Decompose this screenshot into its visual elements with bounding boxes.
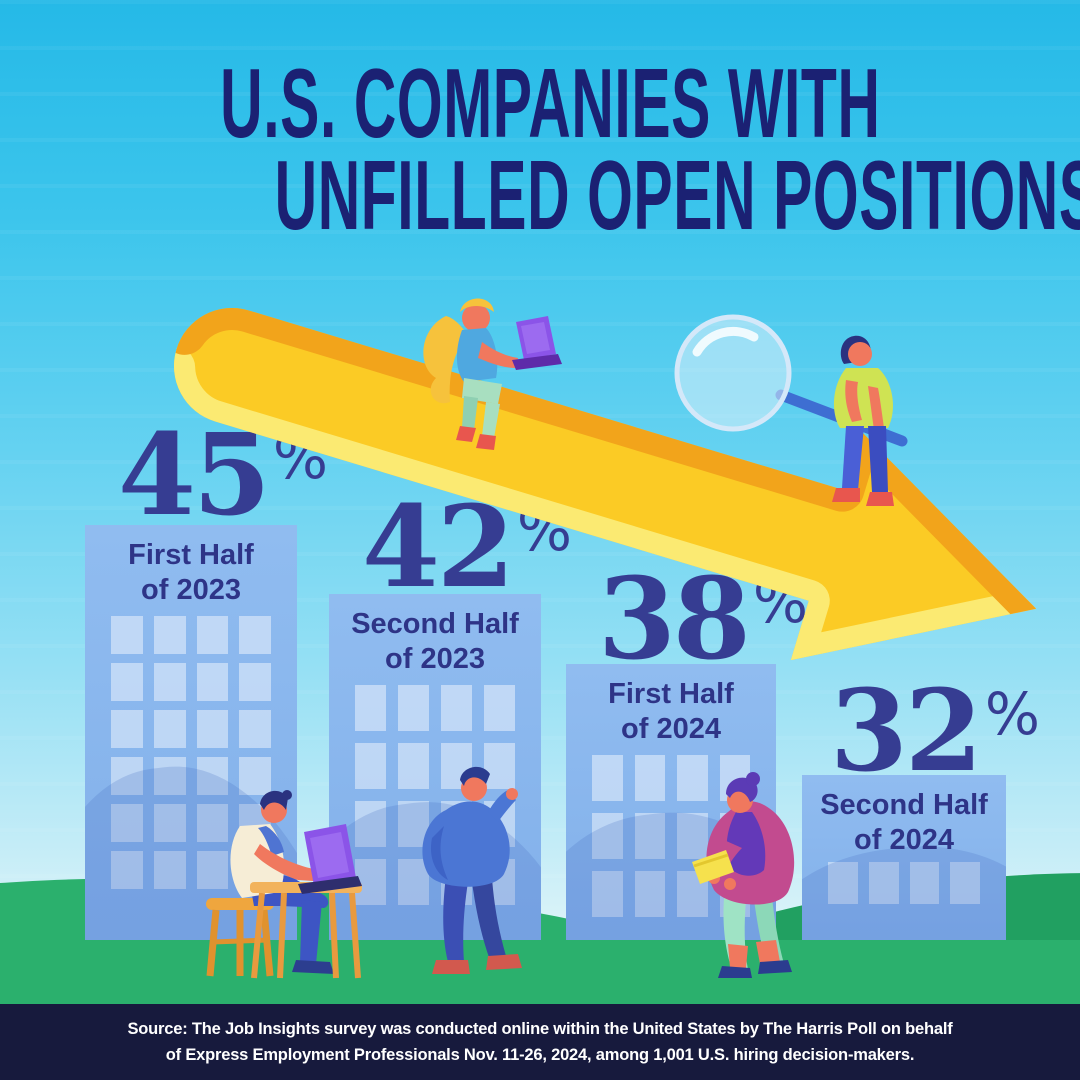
building-window <box>592 871 623 917</box>
bar-category-1: First Half of 2023 <box>128 539 254 606</box>
percent-sign: % <box>272 424 328 492</box>
building-window <box>355 859 386 905</box>
building-window <box>592 813 623 859</box>
building-window <box>196 757 229 795</box>
bar-value-4: 32% <box>830 666 1040 797</box>
building-window <box>239 757 271 795</box>
building-window <box>153 757 186 795</box>
building-window <box>196 804 229 842</box>
bar-building-3: First Half of 2024 <box>566 664 776 940</box>
building-window <box>153 851 186 889</box>
bar-category-2: Second Half of 2023 <box>351 608 519 675</box>
building-window <box>441 859 472 905</box>
building-window <box>355 743 386 789</box>
bar-building-2: Second Half of 2023 <box>329 594 541 940</box>
source-text-line-1: Source: The Job Insights survey was cond… <box>127 1020 953 1038</box>
building-window <box>111 710 143 748</box>
page-title: U.S. COMPANIES WITH UNFILLED OPEN POSITI… <box>0 48 1080 251</box>
percent-sign: % <box>516 496 572 564</box>
building-window <box>398 801 429 847</box>
building-window <box>196 851 229 889</box>
building-window <box>484 801 515 847</box>
percent-sign: % <box>752 568 808 636</box>
building-window <box>677 755 708 801</box>
building-window <box>153 710 186 748</box>
building-window <box>111 757 143 795</box>
bar-value-1: 45% <box>118 410 328 541</box>
bar-building-1: First Half of 2023 <box>85 525 297 940</box>
building-window <box>239 616 271 654</box>
title-line-1: U.S. COMPANIES WITH <box>220 48 881 159</box>
building-window <box>484 685 515 731</box>
building-window <box>239 851 271 889</box>
bar-category-4: Second Half of 2024 <box>820 789 988 856</box>
bar-category-3: First Half of 2024 <box>608 678 734 745</box>
grass-base <box>0 940 1080 1004</box>
building-window <box>909 862 940 904</box>
building-window <box>355 801 386 847</box>
bar-building-4: Second Half of 2024 <box>802 775 1006 940</box>
building-window <box>634 755 665 801</box>
source-text-line-2: of Express Employment Professionals Nov.… <box>165 1046 915 1064</box>
building-window <box>153 663 186 701</box>
building-window <box>868 862 899 904</box>
building-window <box>111 851 143 889</box>
bar-value-2: 42% <box>362 482 572 613</box>
building-window <box>196 710 229 748</box>
building-window <box>719 871 750 917</box>
building-window <box>484 859 515 905</box>
building-window <box>111 663 143 701</box>
building-window <box>719 755 750 801</box>
building-window <box>153 616 186 654</box>
building-window <box>441 801 472 847</box>
building-window <box>634 813 665 859</box>
building-window <box>441 743 472 789</box>
building-window <box>592 755 623 801</box>
building-window <box>398 859 429 905</box>
building-windows <box>566 747 776 917</box>
building-window <box>355 685 386 731</box>
building-window <box>441 685 472 731</box>
building-window <box>677 871 708 917</box>
building-window <box>950 862 980 904</box>
building-window <box>196 663 229 701</box>
building-window <box>398 743 429 789</box>
building-window <box>719 813 750 859</box>
building-window <box>239 710 271 748</box>
building-windows <box>329 677 541 905</box>
building-window <box>153 804 186 842</box>
building-window <box>239 663 271 701</box>
building-window <box>239 804 271 842</box>
building-window <box>398 685 429 731</box>
building-window <box>111 616 143 654</box>
building-windows <box>802 858 1006 904</box>
building-window <box>484 743 515 789</box>
percent-sign: % <box>984 680 1040 748</box>
building-windows <box>85 608 297 889</box>
building-window <box>196 616 229 654</box>
bar-value-3: 38% <box>598 554 808 685</box>
title-line-2: UNFILLED OPEN POSITIONS <box>274 140 1080 251</box>
building-window <box>634 871 665 917</box>
building-window <box>677 813 708 859</box>
building-window <box>111 804 143 842</box>
building-window <box>828 862 858 904</box>
source-footer: Source: The Job Insights survey was cond… <box>0 1004 1080 1080</box>
